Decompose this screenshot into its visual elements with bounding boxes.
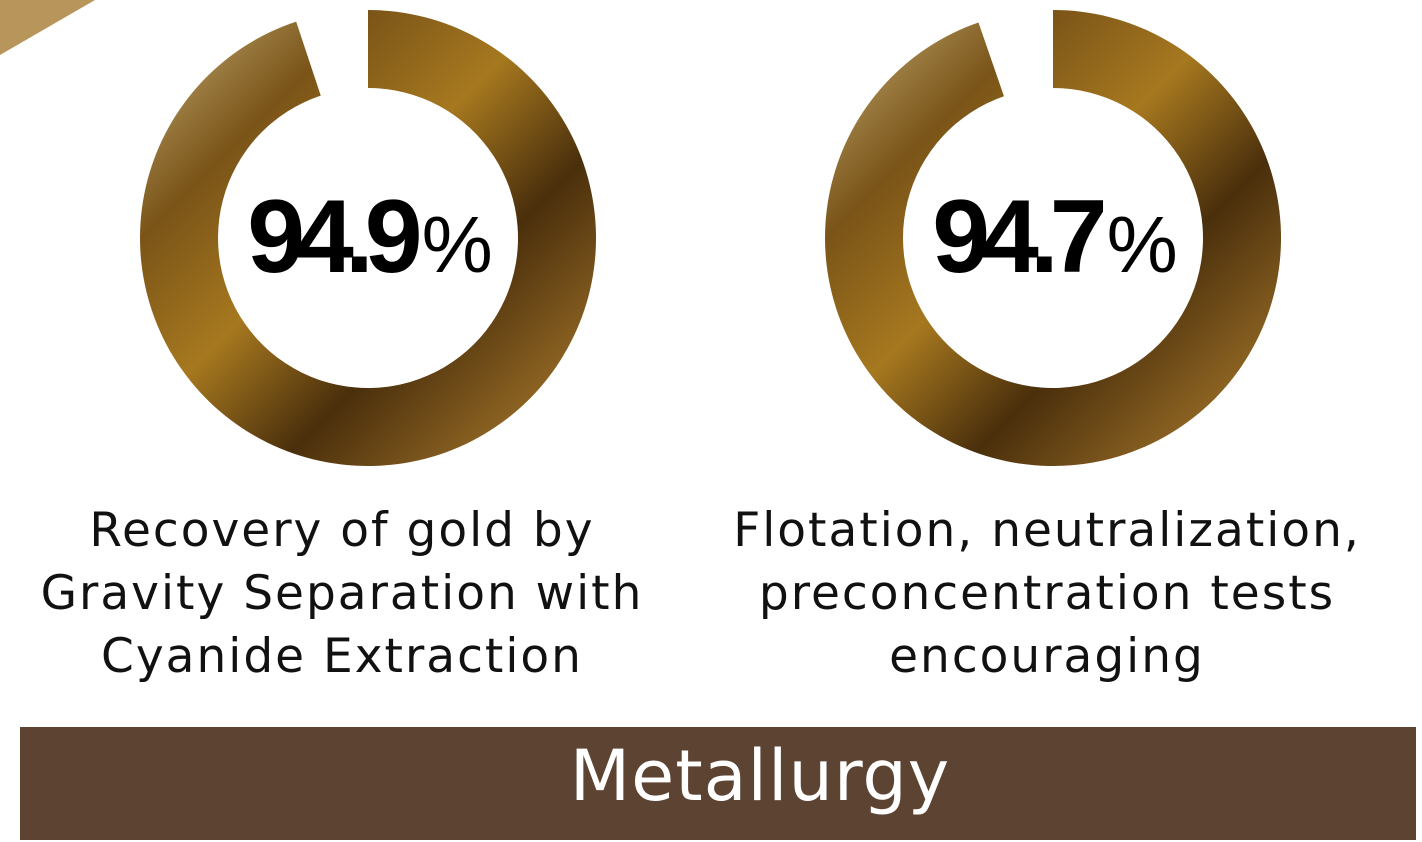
banner-title: Metallurgy	[570, 735, 950, 817]
gauge-label: Flotation, neutralization,	[733, 503, 1361, 558]
gauge-label: Cyanide Extraction	[101, 629, 583, 684]
value-number: 94.7	[932, 179, 1104, 295]
gauge-value: 94.9%	[247, 179, 493, 295]
value-unit: %	[422, 200, 493, 289]
infographic: Metallurgy 94.9% Recovery of gold by Gravi…	[0, 0, 1422, 842]
value-unit: %	[1107, 200, 1178, 289]
gauge-label: Gravity Separation with	[41, 566, 644, 621]
gauge-value: 94.7%	[932, 179, 1178, 295]
gauge-label: encouraging	[889, 629, 1205, 684]
gauge-label: Recovery of gold by	[89, 503, 594, 558]
value-number: 94.9	[247, 179, 419, 295]
gauge-label: preconcentration tests	[759, 566, 1335, 621]
corner-decoration	[0, 0, 95, 55]
